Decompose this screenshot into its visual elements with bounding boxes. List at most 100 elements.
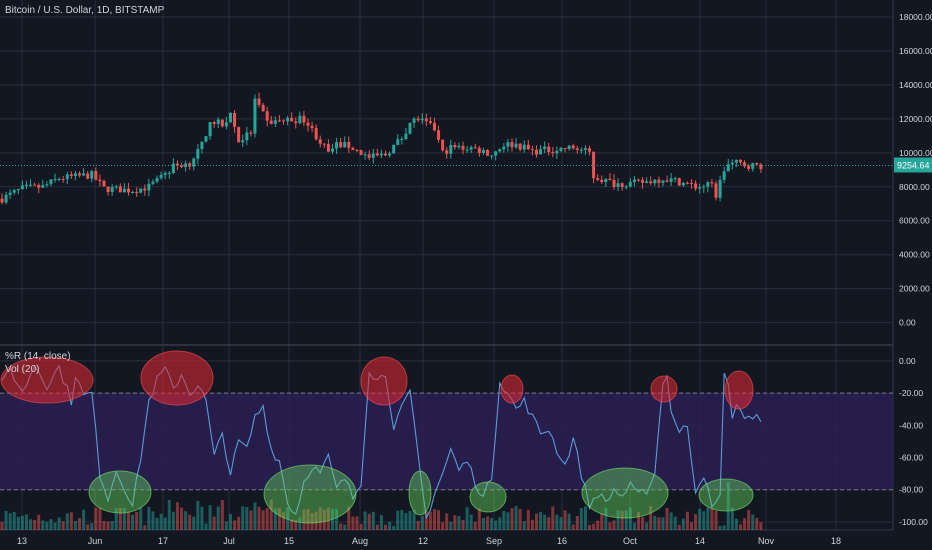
candle-body bbox=[653, 179, 657, 184]
candle-body bbox=[282, 120, 286, 122]
volume-bar bbox=[604, 507, 608, 530]
highlight-green-ellipse bbox=[698, 478, 754, 512]
volume-bar bbox=[57, 517, 61, 530]
wr-tick-label: -60.00 bbox=[899, 453, 923, 463]
candle-body bbox=[612, 179, 616, 187]
candle-body bbox=[747, 166, 751, 169]
candle-body bbox=[106, 186, 110, 192]
candle-body bbox=[751, 163, 755, 169]
candle-body bbox=[706, 182, 710, 187]
volume-bar bbox=[506, 512, 510, 530]
volume-bar bbox=[616, 510, 620, 530]
candle-body bbox=[208, 122, 212, 137]
candle-body bbox=[41, 185, 45, 188]
volume-bar bbox=[592, 523, 596, 530]
volume-bar bbox=[237, 516, 241, 530]
candle-body bbox=[110, 187, 114, 192]
highlight-green-ellipse bbox=[263, 464, 357, 524]
candle-body bbox=[734, 159, 738, 163]
volume-bar bbox=[167, 499, 171, 530]
volume-bar bbox=[404, 513, 408, 530]
x-tick-label: Aug bbox=[352, 536, 368, 546]
candle-body bbox=[216, 119, 220, 124]
candle-body bbox=[694, 183, 698, 189]
volume-bar bbox=[241, 506, 245, 530]
wr-tick-label: -40.00 bbox=[899, 420, 923, 430]
candle-body bbox=[82, 173, 86, 176]
volume-bar bbox=[171, 511, 175, 530]
volume-bar bbox=[510, 508, 514, 530]
volume-bar bbox=[645, 522, 649, 530]
candle-body bbox=[453, 145, 457, 148]
candle-body bbox=[673, 178, 677, 180]
candle-body bbox=[588, 148, 592, 152]
volume-bar bbox=[673, 516, 677, 530]
candle-body bbox=[608, 178, 612, 180]
candle-body bbox=[257, 98, 261, 105]
candle-body bbox=[498, 149, 502, 152]
candle-body bbox=[347, 142, 351, 148]
candle-body bbox=[628, 182, 632, 187]
volume-bar bbox=[539, 511, 543, 530]
candle-body bbox=[204, 136, 208, 142]
candle-body bbox=[314, 128, 318, 140]
volume-bar bbox=[702, 511, 706, 530]
price-tick-label: 6000.00 bbox=[899, 216, 930, 226]
volume-bar bbox=[114, 508, 118, 530]
volume-bar bbox=[143, 525, 147, 530]
candle-body bbox=[477, 147, 481, 153]
candle-body bbox=[306, 122, 310, 126]
volume-bar bbox=[690, 522, 694, 530]
candle-body bbox=[122, 188, 126, 193]
volume-bar bbox=[400, 510, 404, 530]
volume-bar bbox=[661, 517, 665, 530]
candle-body bbox=[343, 142, 347, 148]
volume-bar bbox=[396, 510, 400, 530]
volume-bar bbox=[706, 507, 710, 530]
volume-bar bbox=[375, 524, 379, 530]
volume-bar bbox=[441, 522, 445, 530]
candle-body bbox=[375, 153, 379, 156]
volume-bar bbox=[579, 508, 583, 530]
volume-bar bbox=[86, 524, 90, 530]
candle-body bbox=[718, 179, 722, 198]
volume-bar bbox=[714, 510, 718, 530]
candle-body bbox=[253, 98, 257, 134]
highlight-red-ellipse bbox=[140, 350, 214, 406]
candle-body bbox=[669, 178, 673, 182]
volume-bar bbox=[0, 521, 4, 530]
volume-bar bbox=[526, 509, 530, 530]
vol-indicator-label: Vol (20) bbox=[5, 364, 40, 375]
volume-bar bbox=[514, 506, 518, 530]
candle-body bbox=[16, 189, 20, 191]
volume-bar bbox=[184, 511, 188, 530]
volume-bar bbox=[94, 507, 98, 530]
candle-body bbox=[641, 179, 645, 183]
x-tick-label: Oct bbox=[623, 536, 638, 546]
volume-bar bbox=[641, 517, 645, 530]
volume-bar bbox=[490, 517, 494, 530]
volume-bar bbox=[298, 517, 302, 530]
candle-body bbox=[135, 191, 139, 193]
candle-body bbox=[61, 179, 65, 181]
volume-bar bbox=[20, 515, 24, 530]
volume-bar bbox=[192, 516, 196, 530]
candle-body bbox=[139, 188, 143, 193]
highlight-ellipses bbox=[0, 350, 754, 524]
volume-bar bbox=[653, 515, 657, 530]
volume-bar bbox=[220, 500, 224, 530]
volume-bar bbox=[588, 524, 592, 530]
volume-bar bbox=[61, 521, 65, 530]
candle-body bbox=[118, 186, 122, 193]
wr-tick-label: 0.00 bbox=[899, 356, 916, 366]
candle-body bbox=[114, 186, 118, 188]
candle-body bbox=[290, 117, 294, 122]
volume-bar bbox=[412, 509, 416, 530]
last-price-label: 9254.64 bbox=[897, 160, 930, 170]
x-tick-label: 17 bbox=[158, 536, 168, 546]
candle-body bbox=[510, 142, 514, 148]
candle-body bbox=[175, 163, 179, 166]
candle-body bbox=[233, 112, 237, 127]
volume-bar bbox=[596, 520, 600, 530]
